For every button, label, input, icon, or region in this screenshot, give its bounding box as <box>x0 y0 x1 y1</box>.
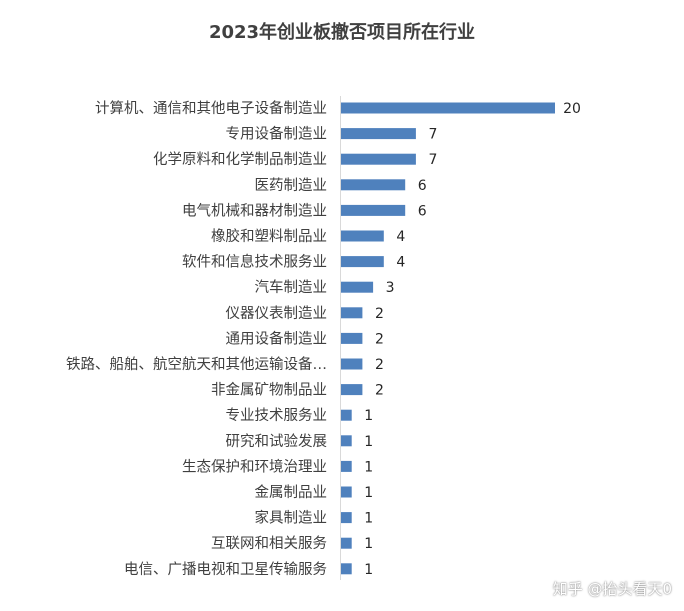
value-label: 7 <box>428 152 437 168</box>
value-label: 1 <box>364 562 373 578</box>
category-label: 橡胶和塑料制品业 <box>211 228 327 245</box>
value-label: 1 <box>364 485 373 501</box>
bar <box>341 102 555 114</box>
value-label: 6 <box>418 178 427 194</box>
category-label: 电气机械和器材制造业 <box>182 202 327 219</box>
category-label: 电信、广播电视和卫星传输服务 <box>124 561 327 578</box>
bar <box>341 563 352 575</box>
category-label: 非金属矿物制品业 <box>211 382 327 399</box>
category-label: 家具制造业 <box>255 510 328 527</box>
category-label: 专用设备制造业 <box>226 126 328 143</box>
category-label: 汽车制造业 <box>255 279 328 296</box>
category-label: 仪器仪表制造业 <box>226 305 328 322</box>
value-label: 20 <box>563 101 581 117</box>
bar <box>341 256 384 268</box>
category-label: 医药制造业 <box>255 177 328 194</box>
value-label: 1 <box>364 459 373 475</box>
category-label: 铁路、船舶、航空航天和其他运输设备… <box>66 356 327 373</box>
category-label: 互联网和相关服务 <box>211 535 327 552</box>
value-label: 1 <box>364 434 373 450</box>
bar <box>341 384 363 396</box>
bar <box>341 460 352 472</box>
watermark: 知乎 @抬头看天0 <box>552 580 672 598</box>
category-label: 化学原料和化学制品制造业 <box>153 151 327 168</box>
category-label: 通用设备制造业 <box>226 330 328 347</box>
bar <box>341 204 406 216</box>
bar <box>341 332 363 344</box>
bar <box>341 307 363 319</box>
value-label: 2 <box>375 331 384 347</box>
bar <box>341 435 352 447</box>
bar <box>341 358 363 370</box>
category-label: 研究和试验发展 <box>226 433 328 450</box>
bar <box>341 230 384 242</box>
value-label: 4 <box>396 229 405 245</box>
value-label: 6 <box>418 203 427 219</box>
value-label: 4 <box>396 255 405 271</box>
bar <box>341 409 352 421</box>
chart-title: 2023年创业板撤否项目所在行业 <box>208 22 476 43</box>
category-label: 计算机、通信和其他电子设备制造业 <box>95 100 327 117</box>
value-label: 2 <box>375 383 384 399</box>
value-label: 7 <box>428 127 437 143</box>
category-label: 软件和信息技术服务业 <box>182 254 327 271</box>
value-label: 1 <box>364 536 373 552</box>
bar <box>341 153 416 165</box>
category-label: 专业技术服务业 <box>226 407 328 424</box>
bar <box>341 486 352 498</box>
value-label: 1 <box>364 408 373 424</box>
value-label: 1 <box>364 511 373 527</box>
value-label: 2 <box>375 306 384 322</box>
bar <box>341 537 352 549</box>
bar <box>341 512 352 524</box>
value-label: 2 <box>375 357 384 373</box>
category-label: 生态保护和环境治理业 <box>182 457 327 475</box>
value-label: 3 <box>386 280 395 296</box>
category-label: 金属制品业 <box>255 484 328 501</box>
bar <box>341 281 374 293</box>
bar <box>341 179 406 191</box>
bar <box>341 128 416 140</box>
